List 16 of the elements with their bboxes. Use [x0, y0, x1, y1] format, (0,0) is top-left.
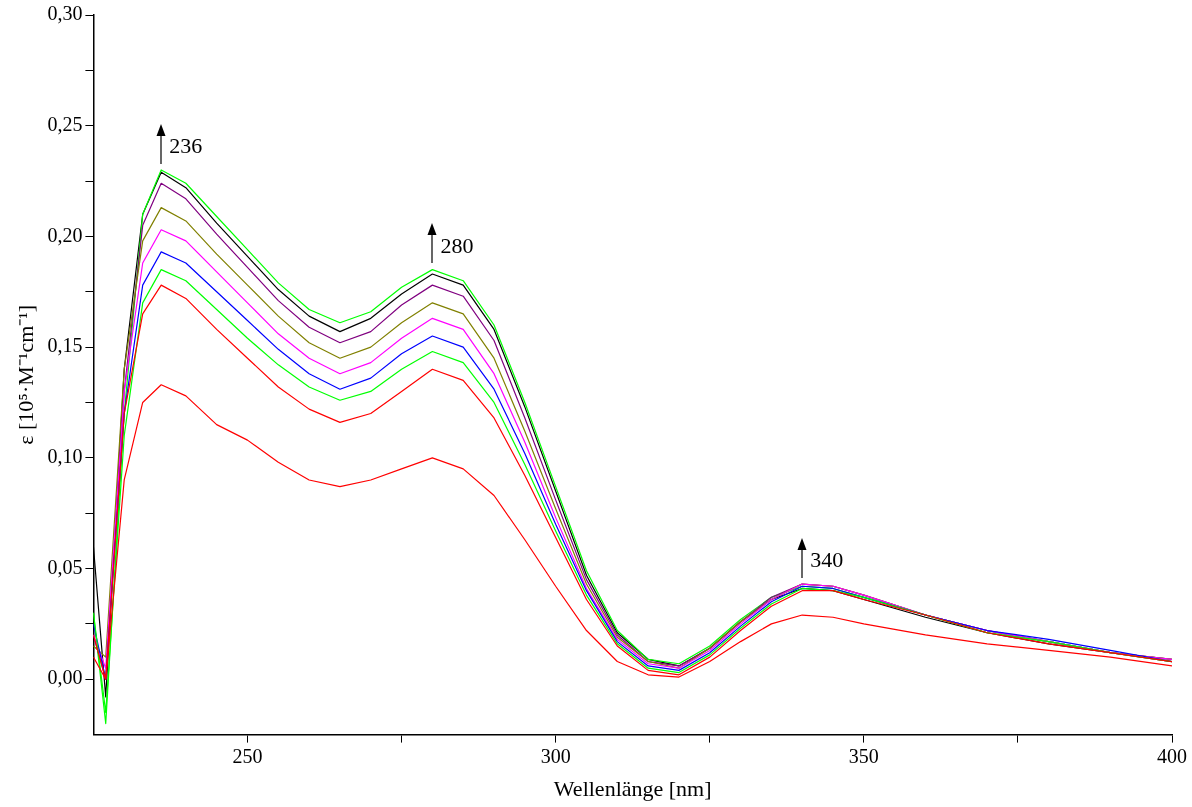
y-tick-label: 0,25 — [47, 112, 83, 135]
annotation: 280 — [440, 232, 474, 258]
x-tick-label: 350 — [848, 744, 879, 767]
y-tick-label: 0,05 — [47, 555, 83, 578]
x-tick-label: 300 — [540, 744, 571, 767]
y-tick-label: 0,15 — [47, 334, 83, 357]
annotation: 236 — [169, 133, 203, 159]
x-tick-label: 250 — [232, 744, 263, 767]
y-tick-label: 0,00 — [47, 666, 83, 689]
y-tick-label: 0,10 — [47, 445, 83, 468]
y-tick-label: 0,20 — [47, 223, 83, 246]
x-tick-label: 400 — [1157, 744, 1187, 767]
y-tick-label: 0,30 — [47, 2, 83, 25]
annotation: 340 — [810, 547, 844, 573]
y-axis-title: ε [10⁵·M⁻¹cm⁻¹] — [12, 304, 38, 445]
x-axis-title: Wellenlänge [nm] — [553, 775, 712, 801]
